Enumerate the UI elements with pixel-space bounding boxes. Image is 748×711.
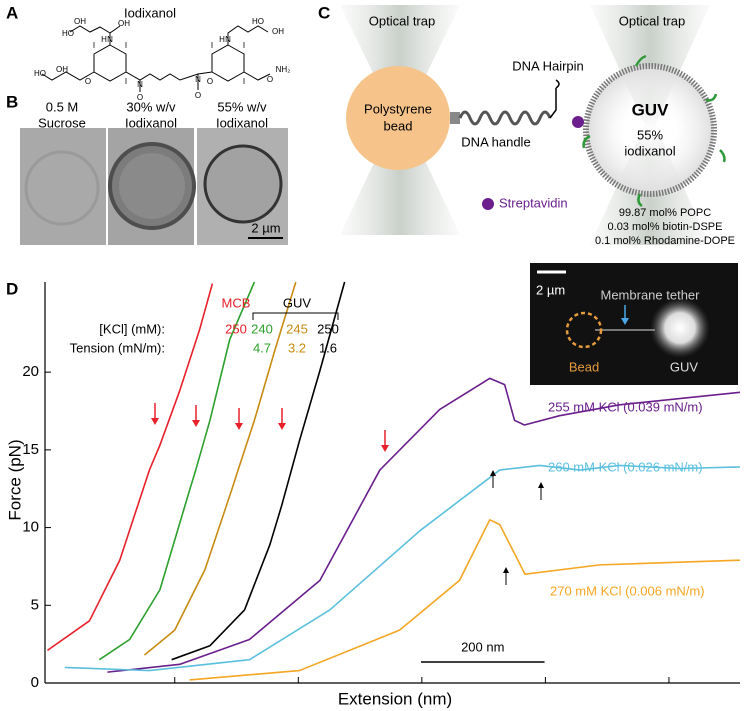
force-curve (98, 281, 256, 661)
panel-letter: A (6, 3, 18, 22)
atom-label: I (125, 41, 127, 50)
bracket (252, 312, 339, 320)
arrow-head (381, 445, 389, 452)
panel-letter: D (6, 279, 18, 298)
curve-label: 270 mM KCl (0.006 mN/m) (550, 583, 705, 598)
inset-label: GUV (670, 359, 699, 374)
scale-bar-label: 200 nm (461, 639, 504, 654)
atom-label: N (137, 80, 143, 89)
inset (530, 263, 738, 385)
force-curve (107, 377, 741, 673)
table-value: 245 (286, 321, 308, 336)
label: bead (384, 118, 413, 133)
label: GUV (632, 100, 670, 119)
x-axis-label: Extension (nm) (338, 689, 452, 708)
label: Optical trap (369, 13, 435, 28)
optical-traps (340, 5, 726, 245)
inset-label: Bead (569, 359, 599, 374)
arrow-head (192, 420, 200, 427)
row-label: [KCl] (mM): (99, 321, 165, 336)
y-axis-label: Force (pN) (5, 439, 24, 520)
image-label: 0.5 M (46, 99, 79, 114)
curve-label: 260 mM KCl (0.026 mN/m) (548, 459, 703, 474)
force-curve (189, 519, 741, 681)
image-label: Iodixanol (216, 115, 268, 130)
atom-label: OH (56, 65, 68, 74)
image-label: 30% w/v (126, 99, 176, 114)
panel-letter: B (6, 92, 18, 111)
atom-label: N (107, 35, 113, 44)
atom-label: HO (62, 29, 74, 38)
atom-label: I (125, 77, 127, 86)
label: 0.03 mol% biotin-DSPE (608, 221, 723, 233)
y-tick-label: 0 (31, 674, 39, 691)
chemical-structure (41, 25, 271, 92)
atom-label: I (243, 77, 245, 86)
y-tick-label: 15 (22, 441, 39, 458)
image-label: Sucrose (38, 115, 86, 130)
arrow-head (538, 482, 544, 488)
force-curve (171, 281, 346, 661)
atom-label: H (219, 35, 225, 44)
arrow-head (151, 418, 159, 425)
atom-label: OH (118, 19, 130, 28)
table-value: 250 (317, 321, 339, 336)
arrow-head (503, 567, 509, 573)
scale-bar-label: 2 µm (251, 220, 280, 235)
label: Streptavidin (499, 195, 568, 210)
atom-label: O (137, 93, 143, 102)
atom-label: HO (252, 17, 264, 26)
label: Polystyrene (364, 101, 432, 116)
atom-label: HO (34, 69, 46, 78)
y-tick-label: 20 (22, 363, 39, 380)
table-value: 250 (225, 321, 247, 336)
force-curve (47, 283, 214, 652)
atom-label: N (195, 75, 201, 84)
force-curve (64, 464, 741, 672)
compound-name: Iodixanol (124, 5, 176, 20)
table-value: 240 (251, 321, 273, 336)
image-label: 55% w/v (217, 99, 267, 114)
inset-label: 2 µm (536, 282, 565, 297)
atom-label: I (93, 41, 95, 50)
table-value: 1.6 (319, 340, 337, 355)
atom-label: N (225, 35, 231, 44)
curve-label: 255 mM KCl (0.039 mN/m) (548, 399, 703, 414)
image-label: Iodixanol (125, 115, 177, 130)
arrow-head (278, 423, 286, 430)
row-label: Tension (mN/m): (70, 340, 165, 355)
micrographs (20, 128, 288, 245)
label: DNA Hairpin (512, 58, 584, 73)
table-header: MCB (222, 295, 251, 310)
atom-label: O (267, 75, 273, 84)
atom-label: O (207, 77, 213, 86)
panel-letter: C (318, 3, 330, 22)
atom-label: NH₂ (276, 65, 291, 74)
y-tick-label: 10 (22, 519, 39, 536)
table-value: 3.2 (288, 340, 306, 355)
atom-label: O (85, 77, 91, 86)
table-value: 4.7 (253, 340, 271, 355)
label: DNA handle (461, 134, 530, 149)
atom-label: O (195, 91, 201, 100)
inset-label: Membrane tether (601, 287, 701, 302)
label: 55% (637, 127, 663, 142)
label: iodixanol (624, 143, 675, 158)
atom-label: I (211, 41, 213, 50)
atom-label: H (101, 35, 107, 44)
arrow-head (235, 423, 243, 430)
arrow-head (490, 470, 496, 476)
table-header: GUV (283, 295, 312, 310)
label: Optical trap (619, 13, 685, 28)
atom-label: OH (272, 27, 284, 36)
label: 99.87 mol% POPC (619, 207, 711, 219)
y-tick-label: 5 (31, 596, 39, 613)
force-curve (143, 281, 297, 656)
atom-label: I (243, 41, 245, 50)
atom-label: OH (74, 17, 86, 26)
label: 0.1 mol% Rhodamine-DOPE (595, 235, 735, 247)
